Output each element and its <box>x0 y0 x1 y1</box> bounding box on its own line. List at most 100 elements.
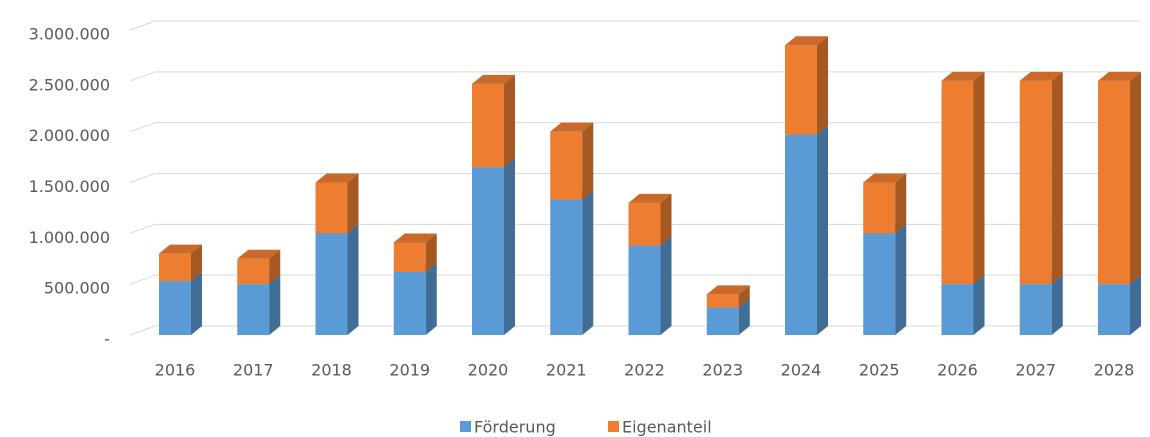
bar-side <box>660 236 672 335</box>
bar <box>706 285 750 308</box>
bar-front <box>472 83 504 168</box>
bar-front <box>159 281 191 335</box>
legend-label: Eigenanteil <box>622 418 712 437</box>
bar-side <box>504 158 515 335</box>
bar <box>785 125 828 335</box>
bar <box>393 262 437 335</box>
bar-side <box>347 224 359 335</box>
bar-side <box>973 71 985 285</box>
bar-side <box>895 224 907 335</box>
x-tick-label: 2019 <box>389 361 430 380</box>
bar-side <box>895 173 907 234</box>
bar-side <box>269 249 281 285</box>
bar-front <box>393 242 426 272</box>
bar-side <box>738 285 750 308</box>
bar-side <box>191 272 202 335</box>
bar-front <box>1019 284 1052 335</box>
bar-front <box>863 233 896 335</box>
bar-front <box>628 245 661 335</box>
bar <box>941 71 985 285</box>
bar-side <box>1130 71 1141 285</box>
bar <box>863 224 907 335</box>
bar-top <box>159 244 202 254</box>
bar <box>1019 71 1063 285</box>
bar-side <box>738 298 750 335</box>
bar-top <box>628 193 672 203</box>
y-tick-label: 500.000 <box>44 279 110 298</box>
bar-front <box>706 294 739 308</box>
bar-top <box>237 249 281 259</box>
x-tick-label: 2026 <box>937 361 978 380</box>
bar-side <box>425 233 437 272</box>
bar-front <box>785 45 817 135</box>
bar-front <box>159 253 191 282</box>
x-tick-label: 2022 <box>624 361 665 380</box>
x-tick-label: 2023 <box>702 361 743 380</box>
grid-line-side <box>129 274 156 285</box>
bar-side <box>817 125 828 335</box>
bar <box>393 233 437 272</box>
y-tick-label: 2.500.000 <box>29 75 110 94</box>
bar-side <box>425 262 437 335</box>
bar-side <box>1051 71 1063 285</box>
bar <box>1098 71 1141 285</box>
bar-front <box>550 199 583 335</box>
grid-line-side <box>129 173 156 183</box>
grid-line-side <box>129 122 156 133</box>
x-tick-label: 2028 <box>1094 361 1135 380</box>
bar-front <box>237 284 270 335</box>
bar-front <box>393 271 426 335</box>
bar <box>315 224 359 335</box>
x-tick-label: 2021 <box>546 361 587 380</box>
x-tick-label: 2017 <box>233 361 274 380</box>
bar <box>472 158 515 335</box>
bar-front <box>706 307 739 335</box>
bar-top <box>706 285 750 295</box>
x-tick-label: 2020 <box>468 361 509 380</box>
bar-top <box>550 122 594 132</box>
bar <box>550 122 594 200</box>
y-tick-label: 2.000.000 <box>29 126 110 145</box>
bar <box>472 74 515 168</box>
bar-front <box>472 167 504 335</box>
bar <box>785 36 828 135</box>
bar-side <box>817 36 828 135</box>
bar-side <box>582 190 594 335</box>
bar <box>159 244 202 282</box>
bar-front <box>941 284 974 335</box>
bar-front <box>315 233 348 335</box>
bar <box>315 173 359 234</box>
bar-top <box>785 36 828 46</box>
legend-swatch <box>608 421 619 432</box>
bar-side <box>1130 275 1141 335</box>
x-tick-label: 2024 <box>781 361 822 380</box>
bar-side <box>191 244 202 282</box>
bar-front <box>785 134 817 335</box>
bar <box>159 272 202 335</box>
grid-line-side <box>129 325 156 336</box>
legend-swatch <box>460 421 471 432</box>
bar-side <box>1051 275 1063 335</box>
x-tick-label: 2016 <box>155 361 196 380</box>
bar-front <box>1019 80 1052 285</box>
bar <box>550 190 594 335</box>
bar-side <box>347 173 359 234</box>
bar-front <box>628 202 661 246</box>
grid-line-side <box>129 223 156 234</box>
bar <box>628 193 672 246</box>
grid-line-side <box>129 20 156 31</box>
bar-front <box>237 258 270 285</box>
bar-top <box>1098 71 1141 81</box>
y-tick-label: 1.000.000 <box>29 228 110 247</box>
bar-front <box>315 182 348 234</box>
bar-front <box>863 182 896 234</box>
bar-front <box>1098 80 1130 285</box>
bar-top <box>1019 71 1063 81</box>
bar-top <box>941 71 985 81</box>
bar-front <box>1098 284 1130 335</box>
x-tick-label: 2027 <box>1015 361 1056 380</box>
bar-front <box>550 131 583 200</box>
y-tick-label: - <box>104 330 110 349</box>
bar-top <box>393 233 437 243</box>
